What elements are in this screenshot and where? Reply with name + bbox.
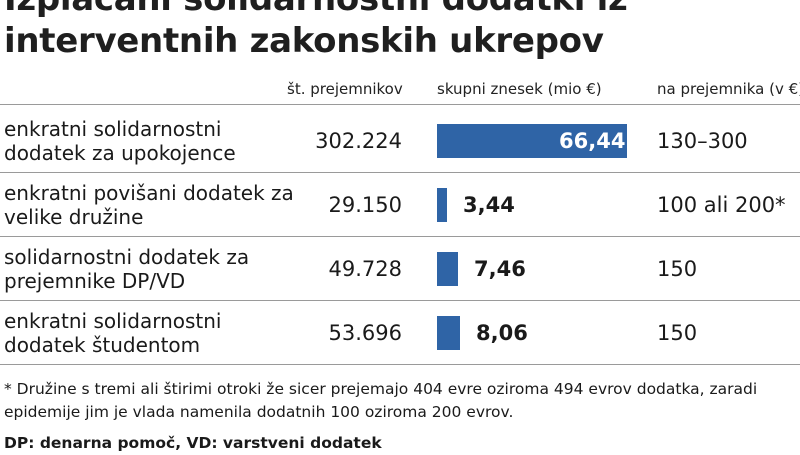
row-count: 302.224	[315, 129, 402, 153]
chart-title: Izplačani solidarnostni dodatki iz inter…	[4, 0, 628, 61]
table-row: enkratni solidarnostni dodatek študentom…	[0, 301, 800, 365]
total-value-label: 66,44	[559, 129, 626, 153]
total-bar	[437, 252, 458, 286]
abbreviations-note: DP: denarna pomoč, VD: varstveni dodatek	[4, 434, 382, 452]
row-label: enkratni solidarnostni dodatek študentom	[4, 309, 222, 357]
total-value-label: 8,06	[476, 321, 528, 345]
total-value-label: 7,46	[474, 257, 526, 281]
header-total: skupni znesek (mio €)	[437, 80, 602, 98]
table-row: enkratni povišani dodatek za velike druž…	[0, 173, 800, 237]
footnote: * Družine s tremi ali štirimi otroki že …	[4, 380, 758, 421]
total-value-label: 3,44	[463, 193, 515, 217]
total-bar	[437, 188, 447, 222]
row-count: 49.728	[328, 257, 402, 281]
table-row: solidarnostni dodatek za prejemnike DP/V…	[0, 237, 800, 301]
row-divider	[0, 236, 800, 237]
total-bar	[437, 124, 627, 158]
header-divider	[0, 104, 800, 105]
header-count: št. prejemnikov	[287, 80, 403, 98]
row-divider	[0, 172, 800, 173]
row-count: 53.696	[328, 321, 402, 345]
column-headers: št. prejemnikov skupni znesek (mio €) na…	[0, 78, 800, 104]
header-per-recipient: na prejemnika (v €)	[657, 80, 800, 98]
row-divider	[0, 364, 800, 365]
row-label: enkratni povišani dodatek za velike druž…	[4, 181, 294, 229]
row-per-recipient: 150	[657, 321, 698, 345]
row-label: solidarnostni dodatek za prejemnike DP/V…	[4, 245, 250, 293]
row-per-recipient: 150	[657, 257, 698, 281]
row-count: 29.150	[328, 193, 402, 217]
row-label: enkratni solidarnostni dodatek za upokoj…	[4, 117, 236, 165]
total-bar	[437, 316, 460, 350]
table-row: enkratni solidarnostni dodatek za upokoj…	[0, 109, 800, 173]
row-per-recipient: 130–300	[657, 129, 748, 153]
row-per-recipient: 100 ali 200*	[657, 193, 786, 217]
row-divider	[0, 300, 800, 301]
